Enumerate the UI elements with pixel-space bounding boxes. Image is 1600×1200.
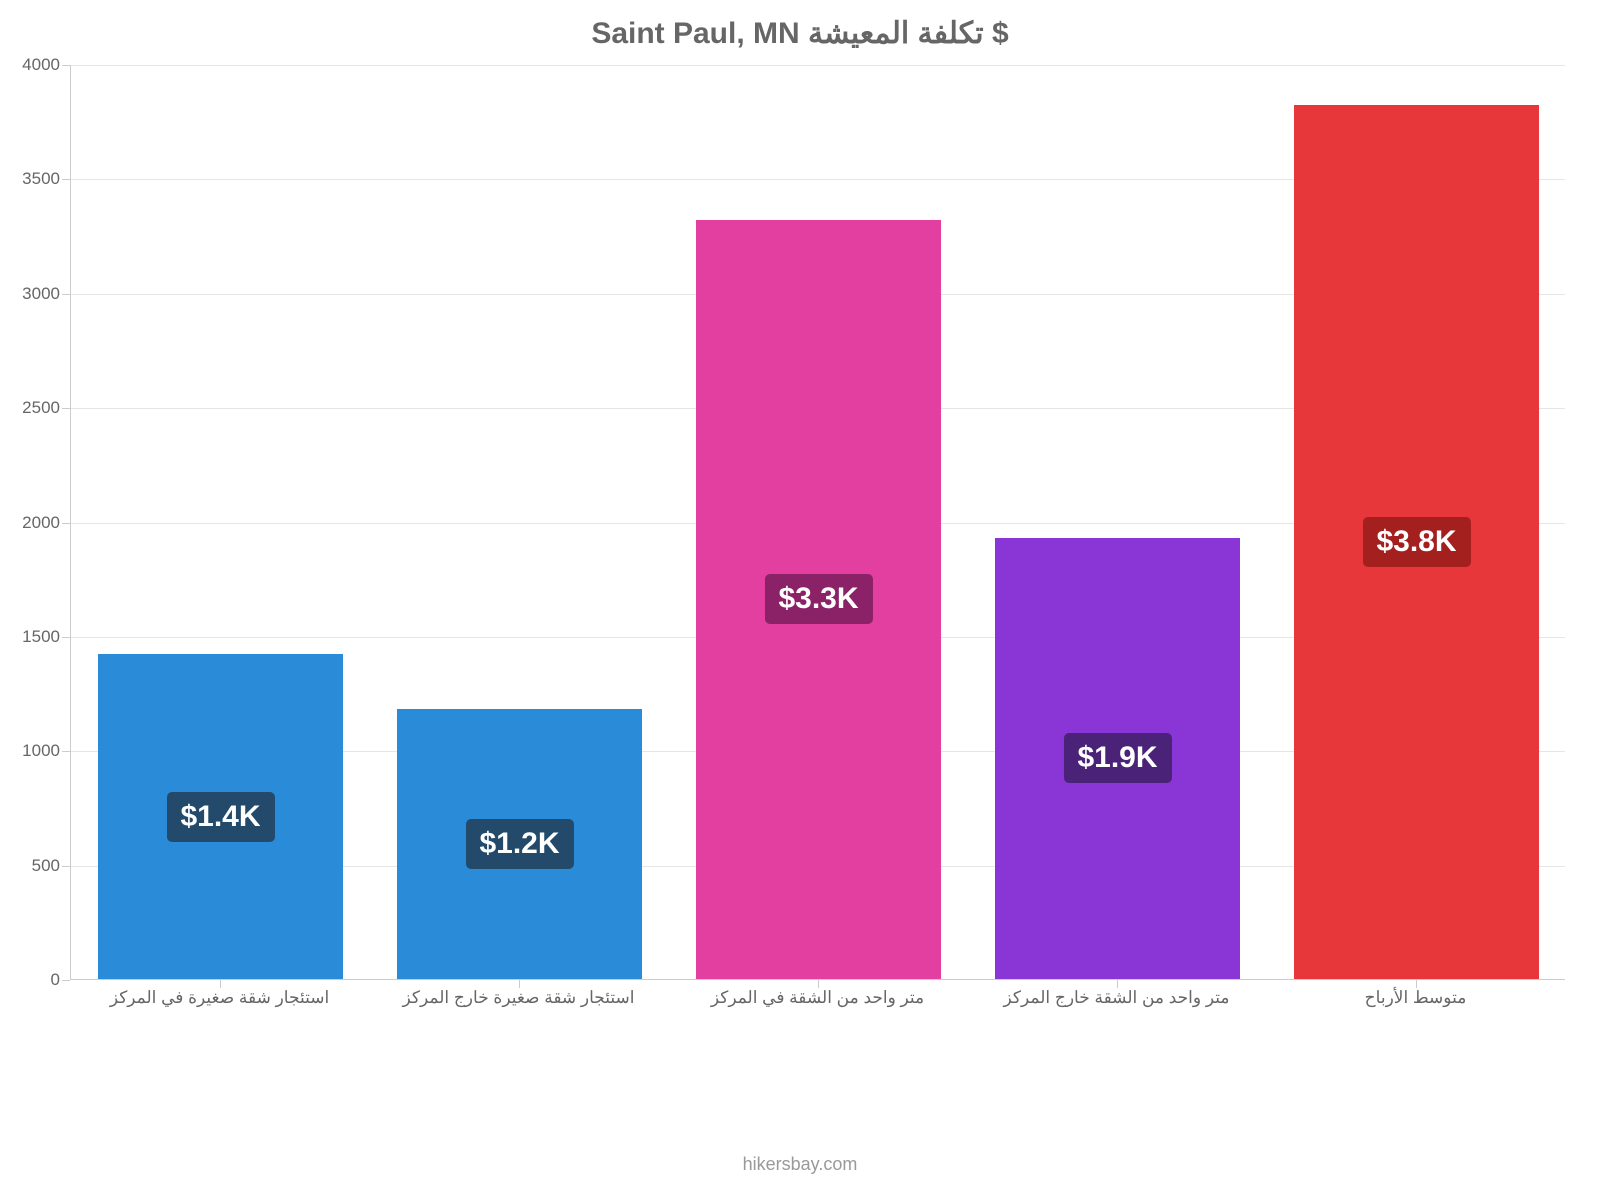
y-tick-label: 1000 bbox=[0, 741, 60, 761]
x-tick-mark bbox=[220, 980, 221, 988]
value-badge: $1.2K bbox=[465, 819, 573, 869]
y-tick-label: 2500 bbox=[0, 398, 60, 418]
y-tick-mark bbox=[62, 637, 70, 638]
x-tick-label: متر واحد من الشقة خارج المركز bbox=[1004, 988, 1230, 1008]
value-badge: $1.9K bbox=[1063, 733, 1171, 783]
y-tick-label: 4000 bbox=[0, 55, 60, 75]
y-tick-label: 0 bbox=[0, 970, 60, 990]
gridline bbox=[71, 65, 1565, 66]
x-tick-label: استئجار شقة صغيرة في المركز bbox=[110, 988, 329, 1008]
value-badge: $3.3K bbox=[764, 574, 872, 624]
y-tick-label: 500 bbox=[0, 856, 60, 876]
x-tick-label: استئجار شقة صغيرة خارج المركز bbox=[403, 988, 635, 1008]
value-badge: $3.8K bbox=[1362, 517, 1470, 567]
x-tick-mark bbox=[1416, 980, 1417, 988]
chart-container: Saint Paul, MN تكلفة المعيشة $ 0 500 1000 1… bbox=[0, 0, 1600, 1200]
x-tick-label: متر واحد من الشقة في المركز bbox=[711, 988, 924, 1008]
y-tick-label: 1500 bbox=[0, 627, 60, 647]
y-tick-label: 3500 bbox=[0, 169, 60, 189]
x-tick-mark bbox=[1117, 980, 1118, 988]
y-tick-mark bbox=[62, 65, 70, 66]
y-tick-mark bbox=[62, 866, 70, 867]
y-tick-mark bbox=[62, 751, 70, 752]
chart-title: Saint Paul, MN تكلفة المعيشة $ bbox=[0, 16, 1600, 51]
y-tick-mark bbox=[62, 179, 70, 180]
value-badge: $1.4K bbox=[166, 792, 274, 842]
y-tick-mark bbox=[62, 408, 70, 409]
x-tick-mark bbox=[818, 980, 819, 988]
y-tick-label: 3000 bbox=[0, 284, 60, 304]
plot-area: $1.4K $1.2K $3.3K $1.9K $3.8K bbox=[70, 65, 1565, 980]
x-tick-mark bbox=[519, 980, 520, 988]
x-tick-label: متوسط الأرباح bbox=[1365, 988, 1467, 1008]
attribution-text: hikersbay.com bbox=[0, 1154, 1600, 1175]
y-tick-mark bbox=[62, 980, 70, 981]
y-tick-mark bbox=[62, 523, 70, 524]
y-tick-mark bbox=[62, 294, 70, 295]
y-tick-label: 2000 bbox=[0, 513, 60, 533]
